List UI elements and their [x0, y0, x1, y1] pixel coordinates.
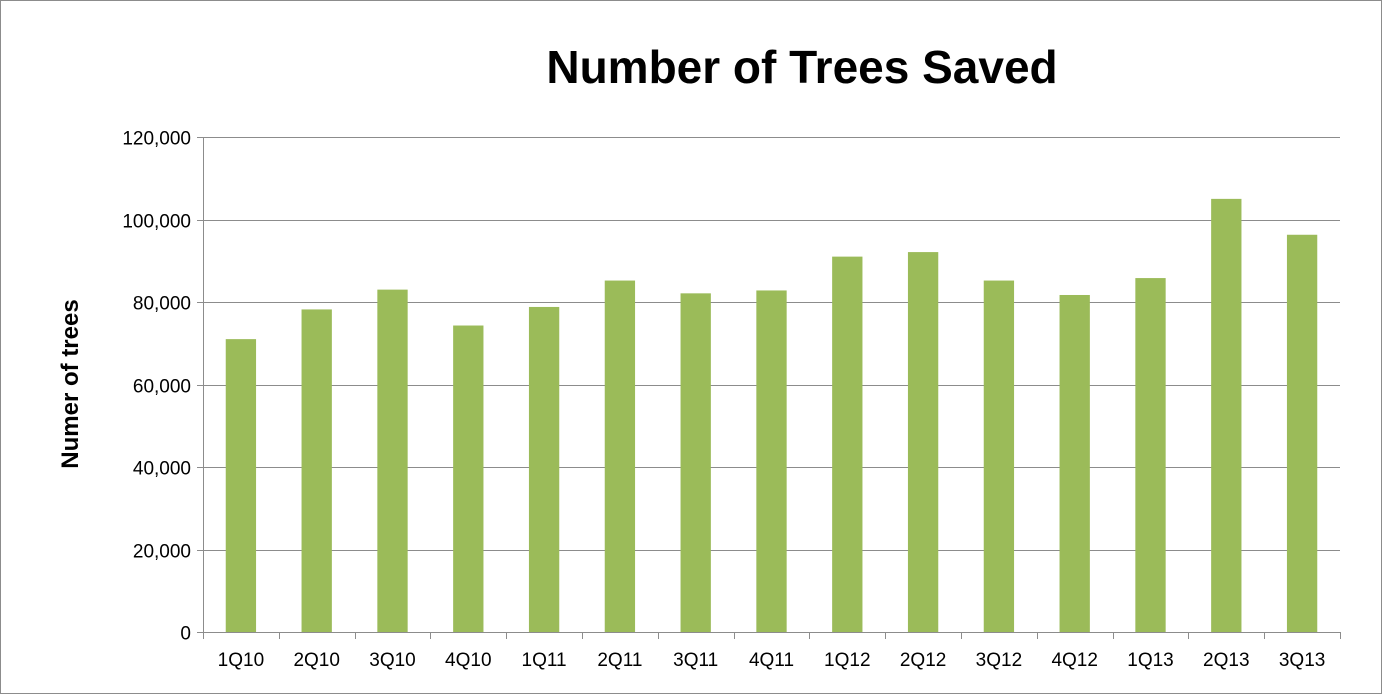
x-tick-label: 2Q10	[293, 650, 339, 671]
x-tick-label: 1Q11	[522, 650, 567, 671]
bar-2q13	[1211, 198, 1242, 632]
bar-3q13	[1286, 234, 1318, 632]
bar-1q13	[1135, 278, 1166, 632]
bar-2q10	[301, 309, 332, 632]
bar-4q12	[1059, 294, 1090, 632]
x-tick-label: 3Q11	[673, 650, 718, 671]
y-tick-label: 20,000	[133, 542, 191, 563]
y-tick-label: 0	[180, 624, 191, 645]
y-axis-label: Numer of trees	[57, 299, 84, 468]
y-tick-label: 40,000	[133, 459, 191, 480]
y-tick-labels: 0 20,000 40,000 60,000 80,000 100,000 120,000	[122, 129, 191, 645]
bar-1q12	[832, 256, 863, 632]
bars	[225, 198, 1318, 632]
x-tick-label: 1Q10	[218, 650, 264, 671]
bar-1q10	[225, 339, 257, 632]
y-tick-label: 100,000	[122, 212, 191, 233]
x-tick-label: 4Q10	[445, 650, 491, 671]
x-tick-label: 1Q13	[1127, 650, 1173, 671]
y-tick-label: 80,000	[133, 294, 191, 315]
y-tick-label: 120,000	[122, 129, 191, 150]
bar-3q10	[377, 289, 408, 632]
x-tick-label: 3Q13	[1279, 650, 1325, 671]
chart-title: Number of Trees Saved	[546, 41, 1057, 93]
x-tick-labels: 1Q10 2Q10 3Q10 4Q10 1Q11 2Q11 3Q11 4Q11 1Q12 2Q12…	[218, 650, 1326, 671]
axes	[197, 137, 1341, 639]
bar-1q11	[528, 306, 560, 632]
bar-3q11	[680, 293, 711, 632]
x-tick-label: 3Q12	[976, 650, 1022, 671]
bar-4q10	[453, 325, 484, 632]
bar-4q11	[756, 290, 787, 632]
x-tick-label: 4Q11	[749, 650, 794, 671]
x-tick-label: 4Q12	[1051, 650, 1097, 671]
x-tick-label: 2Q12	[900, 650, 946, 671]
x-tick-label: 2Q13	[1203, 650, 1249, 671]
x-tick-label: 1Q12	[824, 650, 870, 671]
x-tick-label: 3Q10	[369, 650, 415, 671]
bar-3q12	[983, 280, 1015, 632]
bar-2q12	[907, 252, 939, 632]
y-tick-label: 60,000	[133, 377, 191, 398]
x-tick-label: 2Q11	[597, 650, 642, 671]
bar-2q11	[604, 280, 636, 632]
